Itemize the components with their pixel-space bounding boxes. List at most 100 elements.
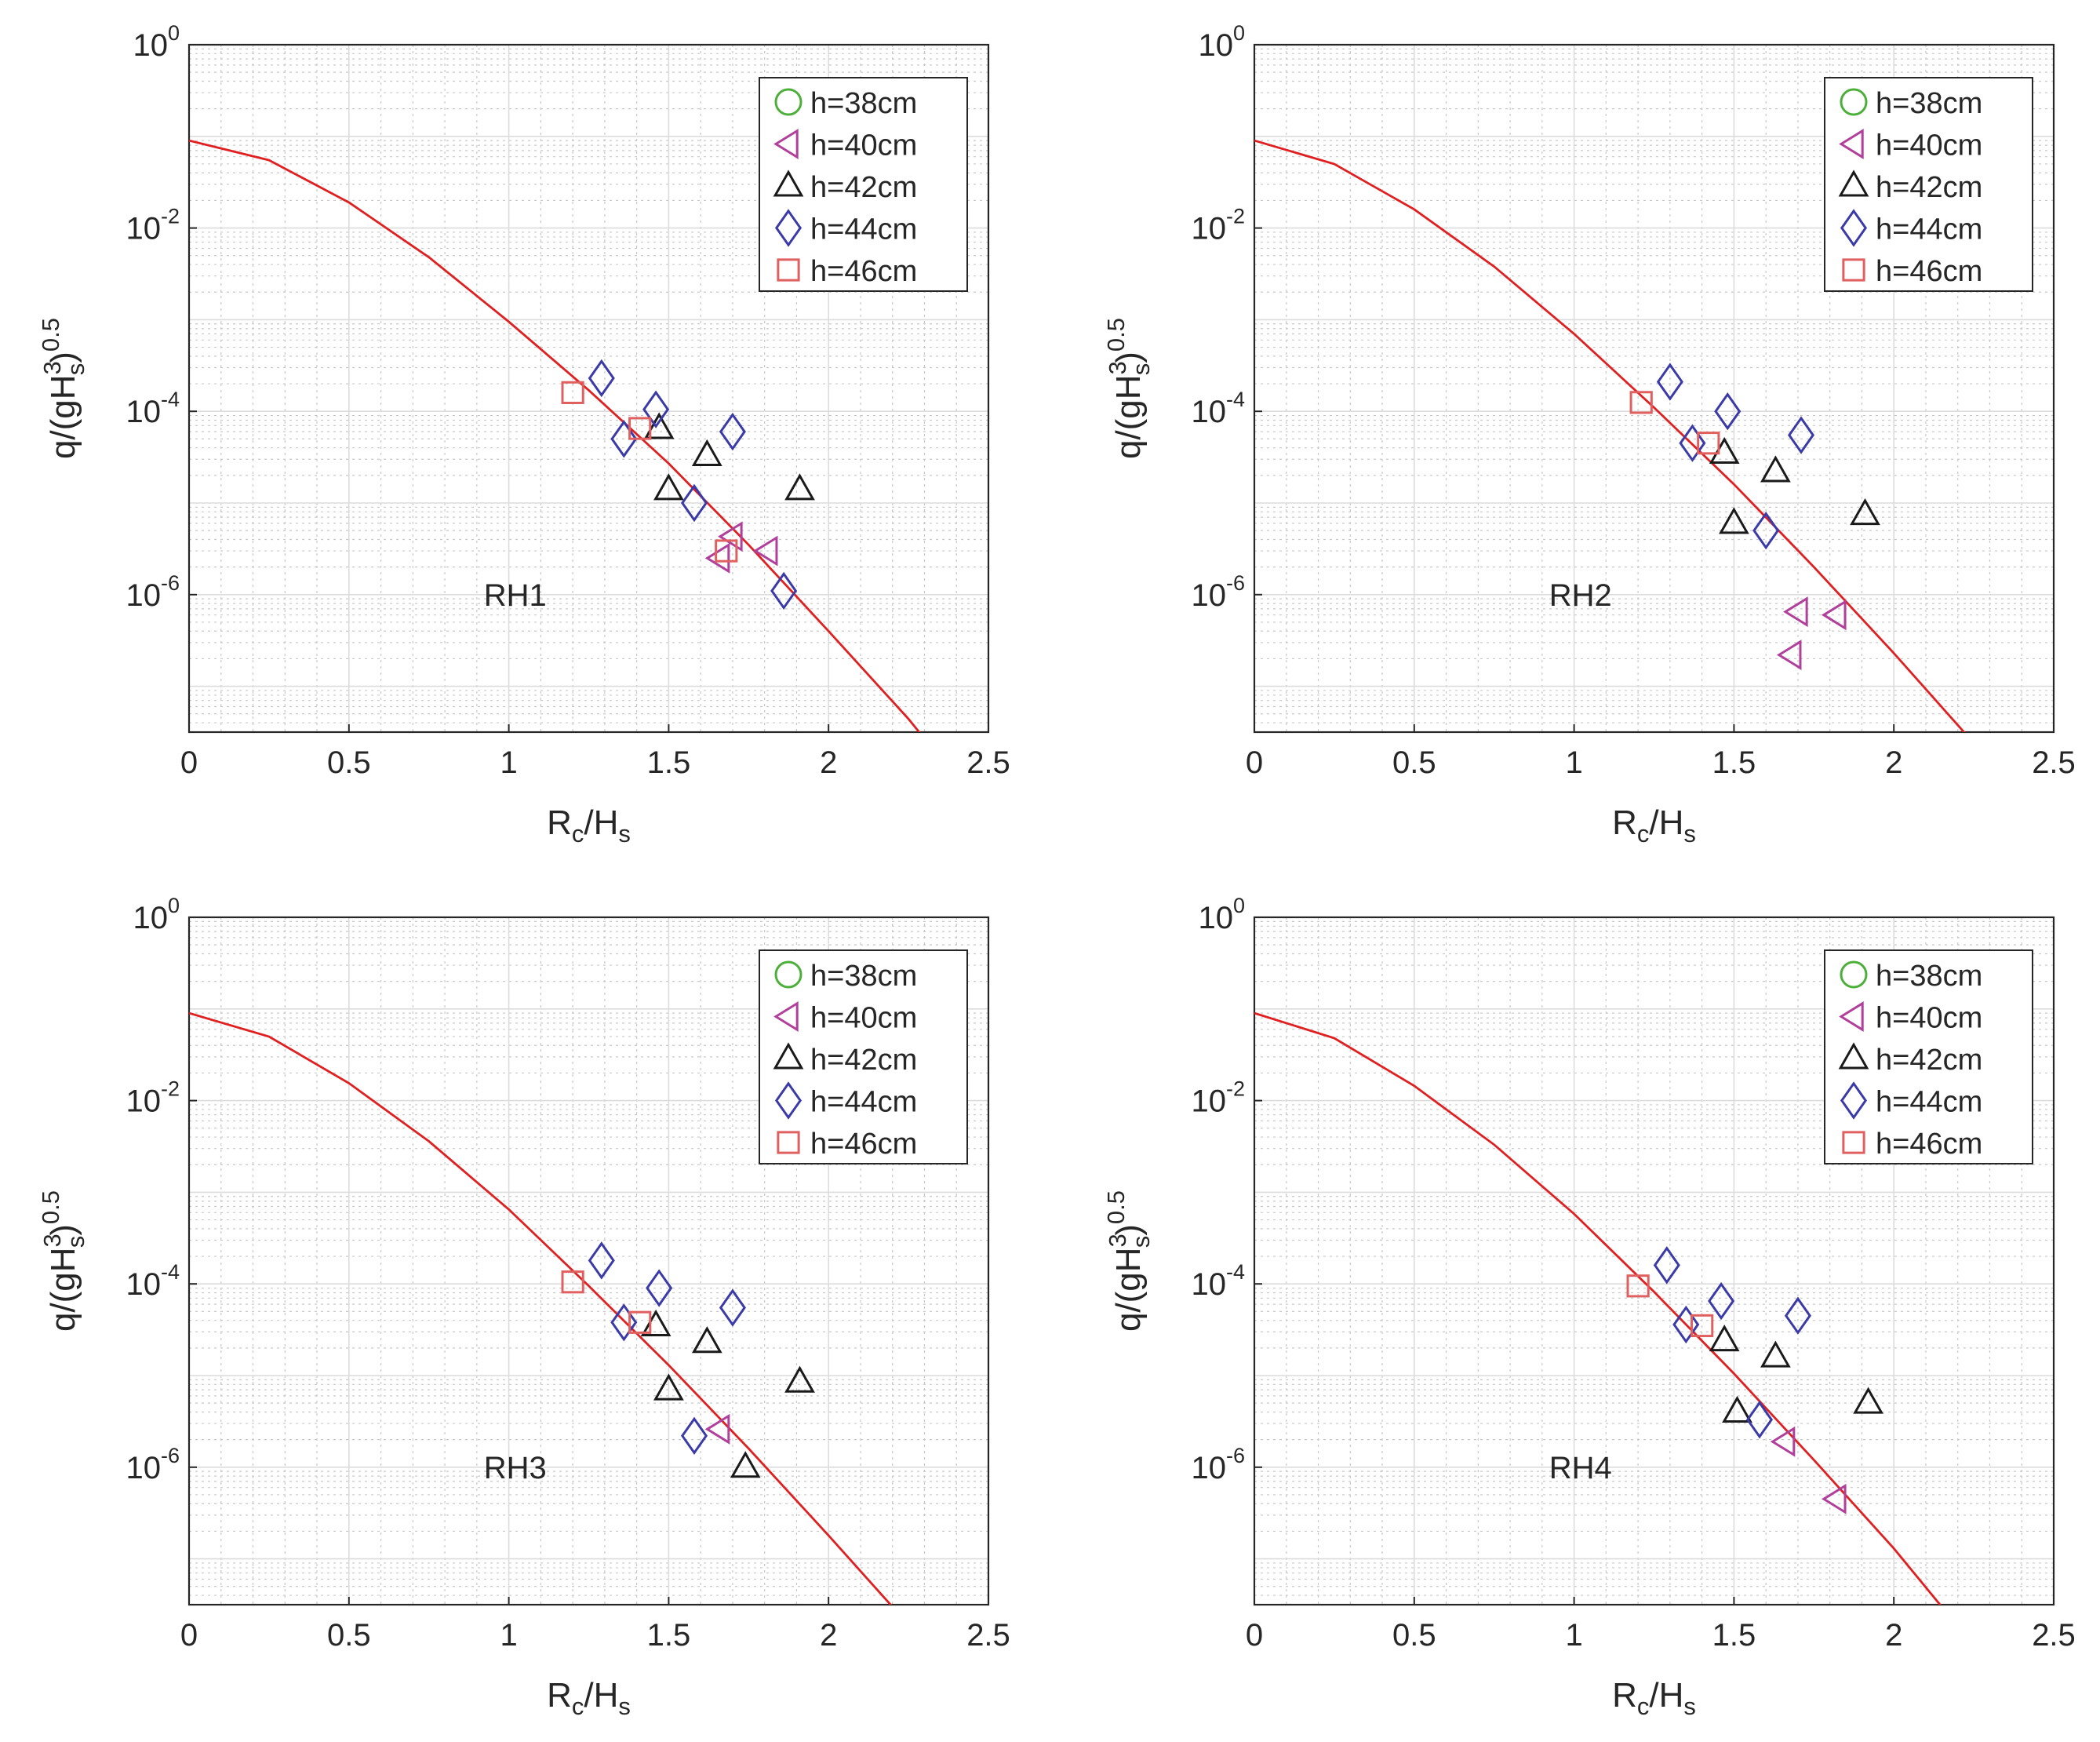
- data-point: [1784, 1296, 1811, 1335]
- series-h-46cm: [561, 1270, 652, 1334]
- y-tick-exponent: -2: [161, 205, 180, 228]
- data-point: [561, 381, 584, 404]
- axes-frame: [1253, 43, 2055, 734]
- legend-label: h=46cm: [1876, 1128, 1982, 1161]
- chart-panel-2: 0 0.5 1 1.5 2 2.510-610-410-2100Rc/Hsq/(gH3s)…: [1102, 21, 2076, 847]
- data-point: [610, 1303, 638, 1342]
- x-tick-label: 2: [820, 1618, 837, 1653]
- x-axis-label-main: R: [1612, 1676, 1637, 1715]
- y-tick-exponent: -6: [161, 571, 180, 595]
- y-tick-exponent: -4: [1226, 388, 1245, 411]
- x-tick-label: 2.5: [2032, 745, 2076, 780]
- legend-item: h=44cm: [774, 209, 917, 247]
- legend-label: h=42cm: [1876, 171, 1982, 204]
- y-axis-label-sub: s: [1127, 1236, 1155, 1248]
- y-tick-base: 10: [133, 28, 168, 63]
- data-point: [1629, 391, 1653, 414]
- x-tick-label: 2: [1885, 1618, 1902, 1653]
- chart-panel-1: 0 0.5 1 1.5 2 2.510-610-410-2100Rc/Hsq/(gH3s)…: [37, 21, 1010, 847]
- data-point: [770, 571, 798, 610]
- data-point: [1709, 1324, 1740, 1352]
- series-h-40cm: [704, 521, 778, 574]
- data-point: [1787, 416, 1815, 454]
- x-axis-label-sub: c: [1637, 1693, 1650, 1720]
- axes-frame: [187, 43, 990, 734]
- y-tick-exponent: -4: [161, 388, 180, 411]
- x-tick-label: 1: [500, 1618, 517, 1653]
- chart-panel-4: 0 0.5 1 1.5 2 2.510-610-410-2100Rc/Hsq/(gH3s)…: [1102, 894, 2076, 1720]
- data-point: [1672, 1305, 1700, 1344]
- series-h-44cm: [1656, 363, 1815, 550]
- y-tick-exponent: 0: [168, 894, 180, 917]
- legend-label: h=38cm: [810, 960, 917, 993]
- data-point: [1760, 1340, 1791, 1368]
- y-tick-label: 10-6: [126, 571, 180, 613]
- y-tick-label: 10-2: [1191, 205, 1245, 246]
- y-axis-label-close: ): [1109, 1224, 1148, 1236]
- y-tick-label: 10-4: [126, 388, 180, 429]
- legend-item: h=42cm: [773, 169, 917, 204]
- x-tick-label: 0.5: [327, 745, 371, 780]
- y-axis-label-main: q/(gH: [1109, 374, 1148, 459]
- series-h-40cm: [704, 1413, 730, 1445]
- y-tick-base: 10: [1191, 1267, 1226, 1302]
- fit-curve: [1254, 1011, 1942, 1605]
- fit-curve: [189, 1011, 893, 1605]
- data-point: [646, 1269, 673, 1307]
- legend-item: h=42cm: [1838, 169, 1982, 204]
- data-point: [653, 473, 684, 501]
- y-axis-label: q/(gH3s)0.5: [1102, 1190, 1155, 1332]
- data-point: [704, 542, 730, 574]
- data-point: [691, 439, 722, 466]
- y-tick-label: 10-2: [126, 1077, 180, 1119]
- series-h-42cm: [640, 1309, 815, 1478]
- legend-marker: [1838, 169, 1869, 197]
- legend-marker: [777, 1131, 800, 1154]
- series-h-40cm: [1770, 1426, 1847, 1514]
- fit-curve: [1254, 139, 1966, 732]
- x-axis-label-mid: /H: [584, 804, 618, 842]
- x-tick-label: 1.5: [1712, 745, 1756, 780]
- legend-label: h=38cm: [1876, 960, 1982, 993]
- data-point: [1719, 507, 1749, 534]
- data-point: [628, 1310, 652, 1334]
- x-axis-label-main: R: [547, 804, 572, 842]
- legend-marker: [773, 1042, 804, 1070]
- series-h-40cm: [1776, 596, 1847, 671]
- legend-marker: [774, 1081, 803, 1120]
- x-axis-label-mid: /H: [584, 1676, 618, 1715]
- chart-panel-3: 0 0.5 1 1.5 2 2.510-610-410-2100Rc/Hsq/(gH3s)…: [37, 894, 1010, 1720]
- legend-item: h=46cm: [1842, 1128, 1982, 1161]
- data-point: [1760, 455, 1791, 483]
- y-tick-exponent: -6: [1226, 1444, 1245, 1467]
- legend-label: h=38cm: [1876, 87, 1982, 120]
- y-axis-label-sup: 0.5: [37, 1190, 64, 1224]
- data-point: [784, 473, 815, 501]
- data-point: [1850, 497, 1880, 526]
- y-axis-label: q/(gH3s)0.5: [1102, 318, 1155, 459]
- y-axis-label-sub: s: [1127, 363, 1155, 376]
- x-tick-label: 1.5: [647, 1618, 691, 1653]
- data-point: [1752, 511, 1780, 550]
- data-point: [1691, 1314, 1714, 1338]
- legend-item: h=40cm: [1839, 129, 1982, 162]
- x-axis-label: Rc/Hs: [547, 804, 631, 847]
- legend-item: h=38cm: [1840, 87, 1982, 120]
- y-axis-label-close: ): [44, 1224, 82, 1236]
- legend-label: h=46cm: [1876, 255, 1982, 288]
- data-point: [715, 539, 738, 563]
- x-tick-label: 2.5: [2032, 1618, 2076, 1653]
- data-point: [1656, 363, 1683, 401]
- data-point: [643, 412, 675, 439]
- data-point: [1722, 1395, 1752, 1423]
- legend-label: h=38cm: [810, 87, 917, 120]
- legend-label: h=44cm: [810, 213, 917, 246]
- axes-frame: [187, 916, 990, 1606]
- panel-label: RH2: [1549, 578, 1612, 613]
- x-axis-label-sub: c: [572, 820, 584, 847]
- x-axis-label: Rc/Hs: [1612, 804, 1696, 847]
- y-tick-base: 10: [1191, 1084, 1226, 1119]
- legend-item: h=46cm: [1842, 255, 1982, 288]
- y-axis-label-sup: 0.5: [37, 318, 64, 352]
